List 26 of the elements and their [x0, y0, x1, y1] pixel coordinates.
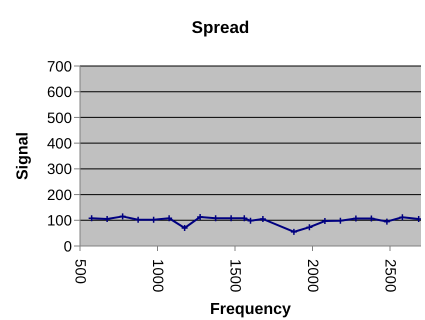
x-axis-title: Frequency — [210, 301, 292, 318]
x-tick-label: 500 — [72, 259, 88, 284]
y-tick-label: 200 — [46, 186, 72, 204]
point — [103, 215, 111, 223]
y-tick-label: 500 — [46, 110, 72, 127]
y-tick-label: 300 — [46, 161, 72, 178]
point — [398, 213, 406, 221]
x-tick-label: 2000 — [304, 259, 321, 292]
y-tick-label: 700 — [46, 58, 72, 76]
point — [306, 223, 314, 231]
point — [321, 217, 329, 225]
chart-title: Spread — [190, 18, 250, 38]
point — [196, 213, 204, 221]
point — [383, 218, 391, 226]
y-axis-title: Signal — [14, 132, 32, 180]
y-tick-label: 600 — [46, 84, 72, 102]
y-tick-label: 0 — [64, 238, 72, 256]
point — [259, 215, 267, 223]
point — [290, 228, 298, 236]
point — [118, 212, 126, 220]
x-tick-label: 2500 — [382, 259, 398, 292]
point — [180, 224, 188, 232]
x-tick-label: 1500 — [226, 259, 244, 292]
y-tick-label: 100 — [46, 212, 72, 230]
x-tick-label: 1000 — [149, 259, 166, 292]
y-tick-label: 400 — [46, 135, 72, 152]
